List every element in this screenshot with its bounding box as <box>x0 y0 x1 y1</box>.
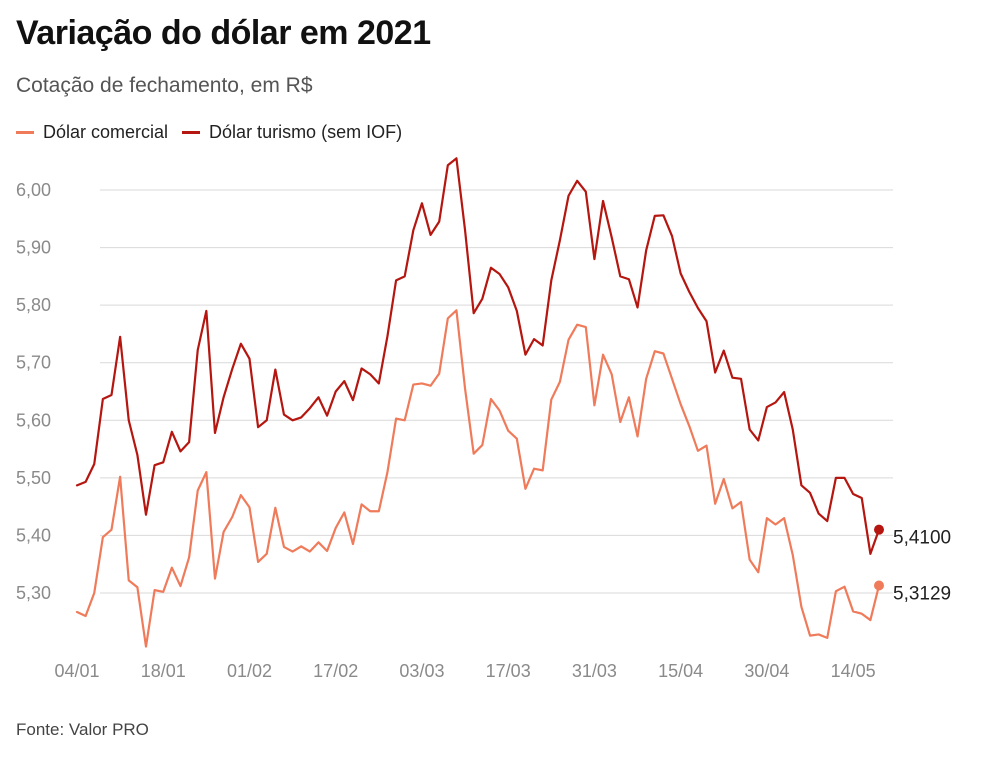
end-markers: 5,3129 5,4100 <box>874 524 951 605</box>
x-tick-label: 14/05 <box>831 661 876 681</box>
series-line-comercial <box>75 309 881 648</box>
end-label-comercial: 5,3129 <box>893 584 951 605</box>
x-tick-label: 04/01 <box>54 661 99 681</box>
y-tick-label: 5,90 <box>16 238 51 258</box>
x-tick-label: 30/04 <box>744 661 789 681</box>
chart-subtitle: Cotação de fechamento, em R$ <box>16 74 313 97</box>
x-tick-label: 18/01 <box>141 661 186 681</box>
y-tick-label: 6,00 <box>16 180 51 200</box>
end-point-turismo <box>874 524 884 535</box>
legend-swatch-comercial <box>16 130 34 134</box>
x-tick-label: 15/04 <box>658 661 703 681</box>
source-note: Fonte: Valor PRO <box>16 720 149 739</box>
end-point-comercial <box>874 580 884 591</box>
legend-item-comercial: Dólar comercial <box>16 122 168 143</box>
x-tick-label: 31/03 <box>572 661 617 681</box>
legend-swatch-turismo <box>182 130 201 134</box>
series-lines <box>75 157 881 648</box>
y-axis-ticks: 5,30 5,40 5,50 5,60 5,70 5,80 5,90 6,00 <box>16 180 51 603</box>
x-tick-label: 17/02 <box>313 661 358 681</box>
y-tick-label: 5,60 <box>16 410 51 430</box>
gridlines <box>100 189 893 594</box>
series-line-turismo <box>75 157 881 555</box>
legend-item-turismo: Dólar turismo (sem IOF) <box>182 122 402 143</box>
y-tick-label: 5,80 <box>16 295 51 315</box>
y-tick-label: 5,50 <box>16 468 51 488</box>
legend-label-turismo: Dólar turismo (sem IOF) <box>209 121 403 142</box>
y-tick-label: 5,30 <box>16 583 51 603</box>
chart-title: Variação do dólar em 2021 <box>16 14 431 52</box>
y-tick-label: 5,40 <box>16 525 51 545</box>
x-tick-label: 17/03 <box>486 661 531 681</box>
x-tick-label: 03/03 <box>399 661 444 681</box>
legend-label-comercial: Dólar comercial <box>43 121 169 142</box>
chart-legend: Dólar comercial Dólar turismo (sem IOF) <box>16 120 416 144</box>
y-tick-label: 5,70 <box>16 353 51 373</box>
end-label-turismo: 5,4100 <box>893 528 951 549</box>
x-tick-label: 01/02 <box>227 661 272 681</box>
x-axis-ticks: 04/01 18/01 01/02 17/02 03/03 17/03 31/03 15/04… <box>54 661 875 681</box>
